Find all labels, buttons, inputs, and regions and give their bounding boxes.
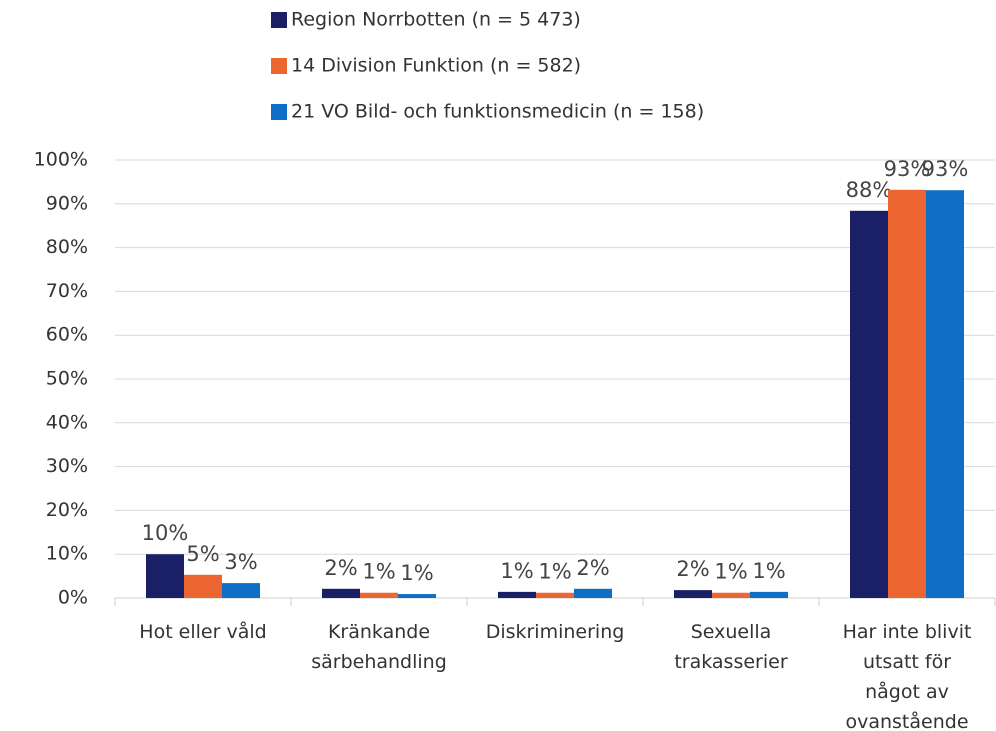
data-label: 1% (538, 560, 571, 584)
legend-label: Region Norrbotten (n = 5 473) (291, 9, 581, 31)
legend-swatch (271, 12, 287, 28)
legend-swatch (271, 58, 287, 74)
y-tick-label: 100% (34, 149, 88, 171)
data-label: 2% (576, 556, 609, 580)
data-label: 1% (752, 559, 785, 583)
bar (360, 592, 398, 598)
bar (712, 592, 750, 598)
legend-label: 14 Division Funktion (n = 582) (291, 55, 581, 77)
bar (146, 554, 184, 598)
y-tick-label: 60% (46, 324, 88, 346)
bar (322, 588, 360, 598)
bar (574, 588, 612, 598)
bar (888, 189, 926, 598)
data-label: 3% (224, 550, 257, 574)
data-label: 88% (846, 178, 893, 202)
bar (398, 594, 436, 598)
y-tick-label: 10% (46, 543, 88, 565)
y-tick-label: 0% (58, 587, 88, 609)
bar (536, 592, 574, 598)
x-tick-label: Kränkande särbehandling (311, 621, 447, 673)
bar (674, 590, 712, 598)
y-tick-label: 30% (46, 455, 88, 477)
data-label: 93% (884, 157, 931, 181)
bar (498, 591, 536, 598)
bar (750, 591, 788, 598)
data-label: 1% (400, 561, 433, 585)
x-tick-label: Sexuella trakasserier (674, 621, 787, 673)
data-label: 1% (714, 560, 747, 584)
x-tick-label: Hot eller våld (139, 620, 266, 643)
y-tick-label: 20% (46, 499, 88, 521)
y-tick-label: 90% (46, 192, 88, 214)
y-tick-label: 50% (46, 368, 88, 390)
bar (184, 574, 222, 598)
data-label: 10% (142, 521, 189, 545)
y-tick-label: 70% (46, 280, 88, 302)
data-label: 2% (324, 556, 357, 580)
data-label: 2% (676, 557, 709, 581)
data-label: 93% (922, 157, 969, 181)
y-tick-label: 40% (46, 411, 88, 433)
bar (850, 210, 888, 599)
bar (926, 190, 964, 599)
legend-swatch (271, 104, 287, 120)
y-tick-label: 80% (46, 236, 88, 258)
data-label: 5% (186, 542, 219, 566)
x-tick-label: Diskriminering (486, 621, 625, 643)
legend-label: 21 VO Bild- och funktionsmedicin (n = 15… (291, 101, 704, 123)
data-label: 1% (500, 559, 533, 583)
bar (222, 583, 260, 598)
x-tick-label: Har inte blivit utsatt för något av ovanstå… (843, 621, 972, 731)
data-label: 1% (362, 560, 395, 584)
